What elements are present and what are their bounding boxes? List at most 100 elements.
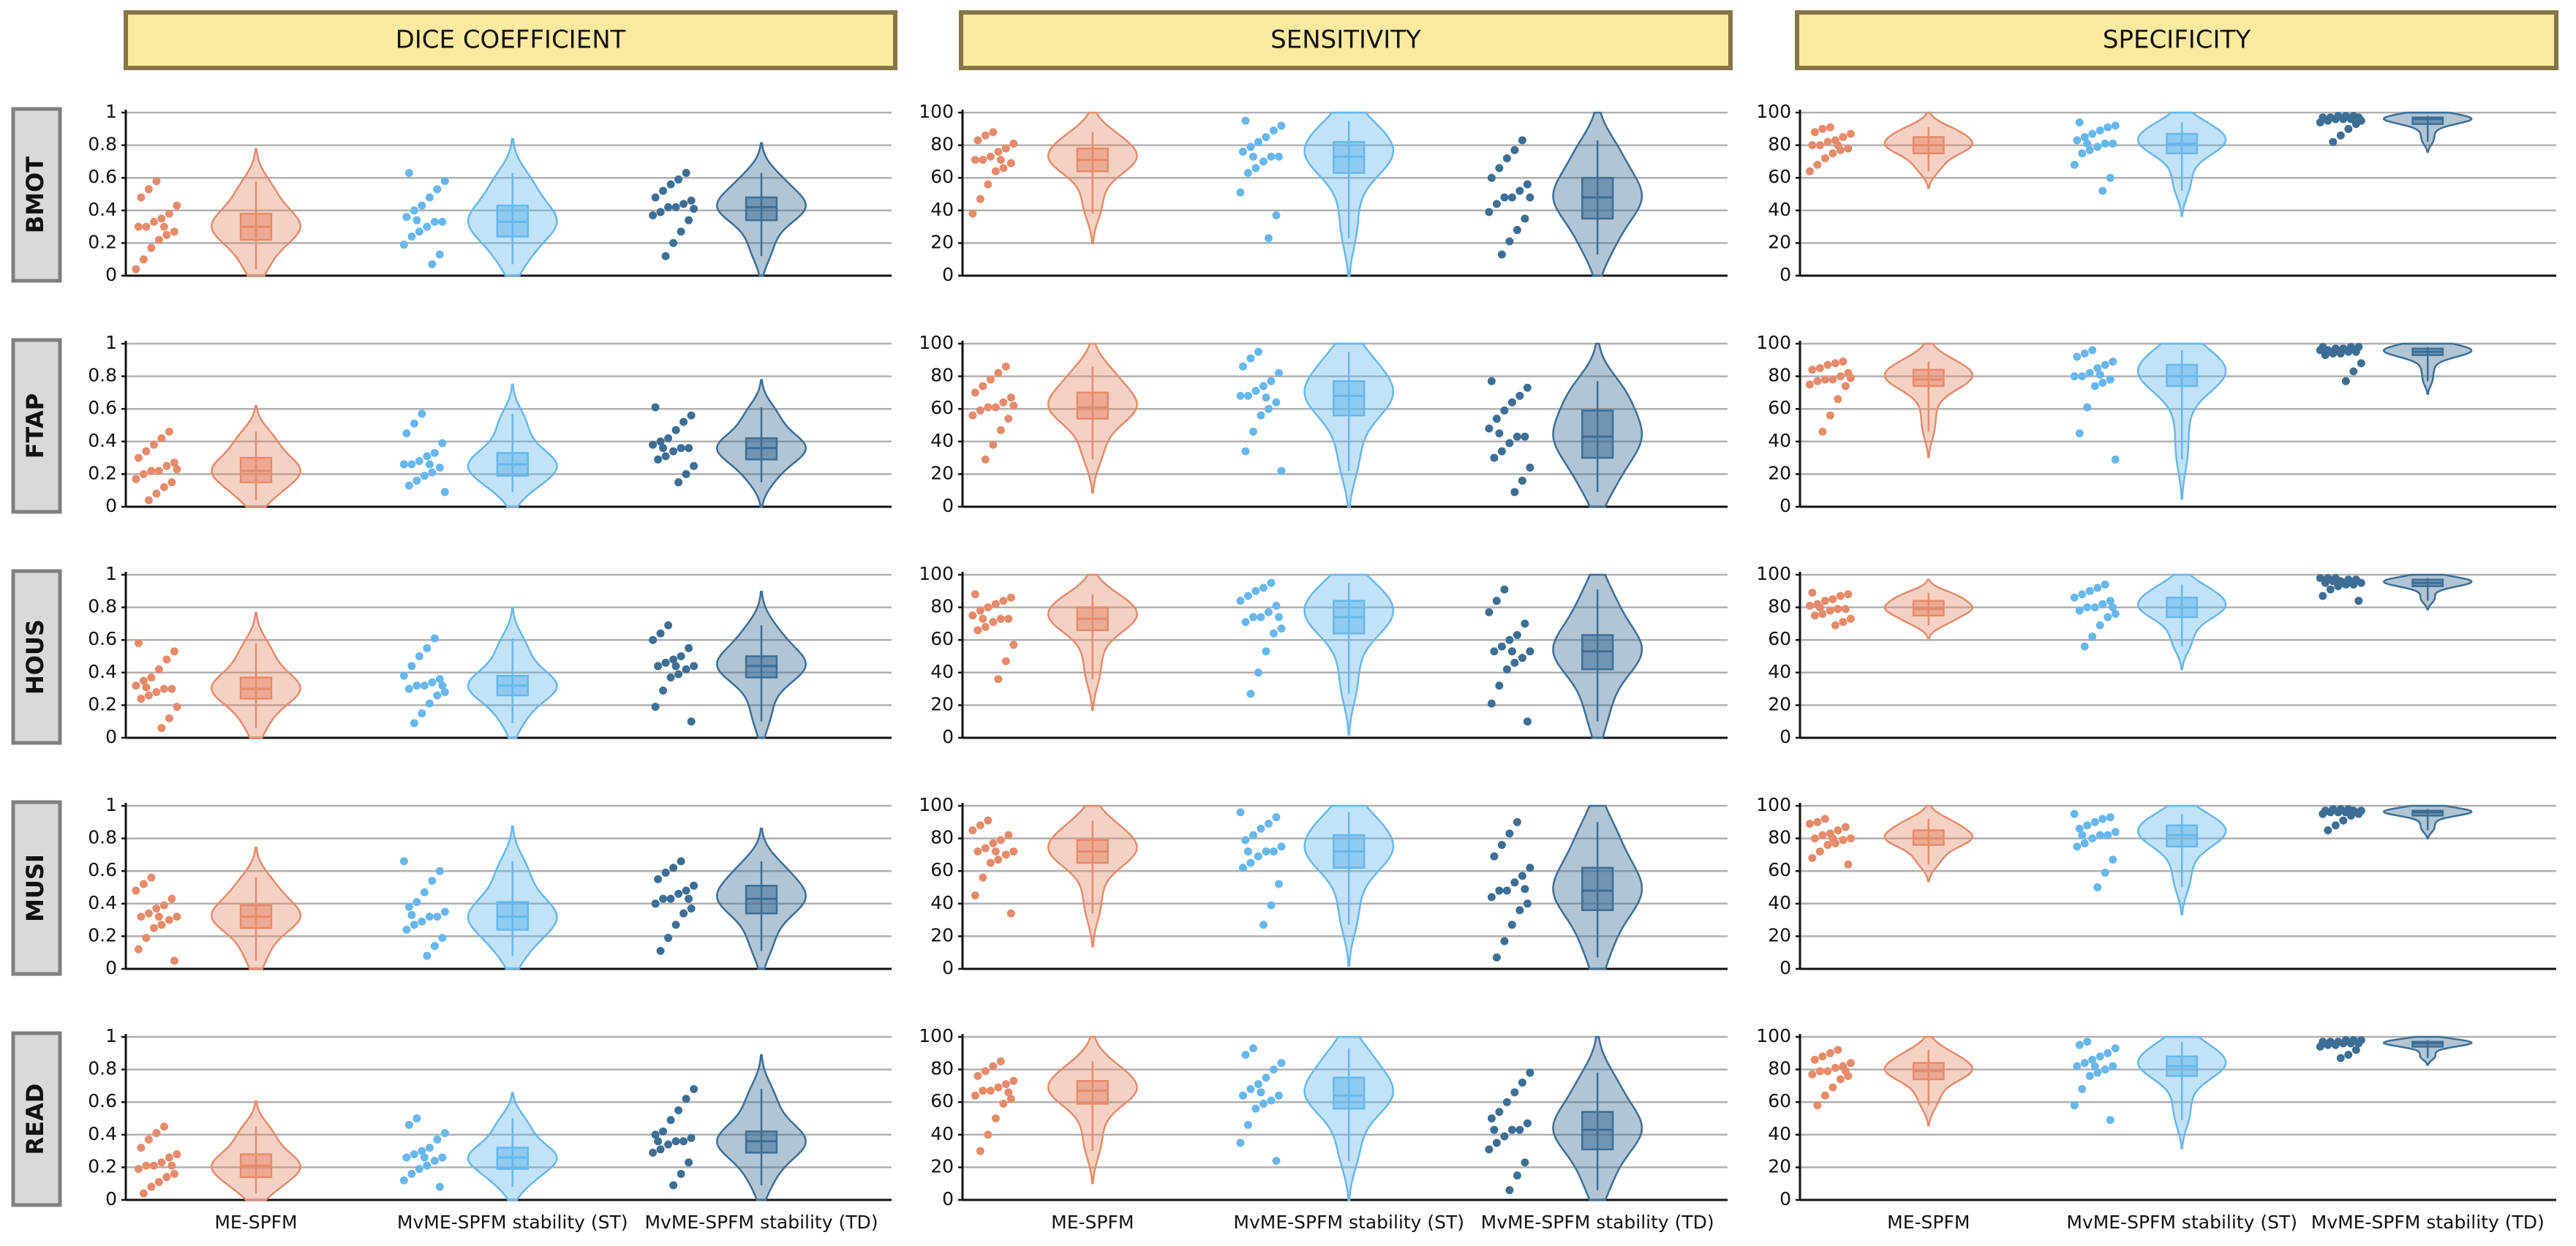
x-tick-label: ME-SPFM [214, 1212, 297, 1233]
point [679, 1137, 688, 1146]
point [2078, 831, 2087, 839]
point [162, 1173, 171, 1182]
point [134, 639, 143, 648]
point [1497, 447, 1506, 456]
y-tick-label: 60 [930, 166, 954, 187]
point [989, 1062, 998, 1071]
point [1272, 813, 1281, 822]
point [2083, 603, 2092, 612]
point [1820, 154, 1829, 162]
row-label: MUSI [21, 854, 49, 922]
point [664, 934, 673, 943]
y-tick-label: 60 [1768, 628, 1791, 649]
point [1844, 860, 1853, 869]
point [402, 1153, 411, 1162]
point [654, 875, 663, 883]
point [438, 217, 447, 226]
point [404, 169, 413, 178]
point [1836, 592, 1845, 600]
point [1485, 208, 1494, 216]
point [991, 1114, 1000, 1122]
point [1495, 1108, 1504, 1117]
point [415, 227, 423, 236]
point [1009, 139, 1018, 148]
point [423, 1161, 432, 1170]
point [1818, 610, 1827, 619]
point [1259, 584, 1268, 592]
point [979, 382, 987, 390]
point [2341, 377, 2350, 385]
point [1274, 152, 1283, 161]
point [2336, 1054, 2345, 1062]
point [661, 868, 670, 877]
point [2073, 352, 2082, 361]
point [1521, 619, 1529, 628]
point [2334, 1038, 2343, 1046]
point [173, 201, 181, 210]
y-tick-label: 0 [942, 264, 954, 285]
y-tick-label: 20 [930, 693, 954, 714]
point [996, 156, 1005, 165]
point [666, 894, 675, 903]
point [1495, 164, 1504, 173]
point [425, 699, 434, 708]
point [685, 894, 693, 903]
x-tick-label: MvME-SPFM stability (TD) [644, 1212, 878, 1233]
point [2109, 856, 2117, 864]
point [1841, 1067, 1850, 1076]
point [1820, 375, 1829, 384]
point [1500, 1132, 1509, 1141]
point [137, 193, 146, 202]
point [1236, 1139, 1245, 1147]
point [679, 200, 688, 208]
point [986, 152, 995, 161]
point [984, 1130, 993, 1139]
point [435, 1182, 444, 1191]
point [1274, 880, 1283, 888]
y-tick-label: 20 [1768, 1155, 1791, 1177]
y-tick-label: 0.6 [88, 166, 117, 187]
y-tick-label: 20 [930, 1155, 954, 1177]
point [981, 455, 990, 464]
point [1820, 815, 1829, 823]
point [1249, 1044, 1257, 1053]
point [139, 469, 148, 478]
point [420, 681, 429, 690]
point [1277, 842, 1286, 851]
point [671, 1137, 680, 1146]
point [1502, 886, 1511, 895]
point [2341, 1035, 2350, 1044]
point [1526, 463, 1534, 472]
y-tick-label: 100 [919, 101, 954, 122]
point [413, 476, 421, 485]
y-tick-label: 0.2 [88, 231, 117, 252]
point [677, 444, 685, 453]
point [685, 643, 693, 652]
point [1805, 380, 1814, 389]
point [999, 398, 1008, 407]
point [2080, 839, 2089, 847]
point [2095, 127, 2104, 135]
point [1492, 597, 1501, 605]
point [1808, 366, 1817, 374]
point [1492, 953, 1501, 962]
point [1262, 647, 1270, 656]
point [1009, 847, 1018, 856]
point [2331, 821, 2340, 830]
point [2070, 1101, 2079, 1110]
point [1813, 160, 1822, 169]
point [402, 429, 411, 438]
y-tick-label: 0.2 [88, 924, 117, 945]
point [134, 945, 143, 954]
point [1829, 375, 1837, 384]
point [2349, 1035, 2358, 1044]
point [144, 185, 153, 194]
point [1818, 1052, 1827, 1061]
point [167, 684, 176, 693]
point [1510, 658, 1519, 667]
y-tick-label: 80 [1768, 365, 1791, 386]
point [1251, 1104, 1260, 1113]
point [1487, 377, 1496, 385]
point [1805, 167, 1814, 175]
